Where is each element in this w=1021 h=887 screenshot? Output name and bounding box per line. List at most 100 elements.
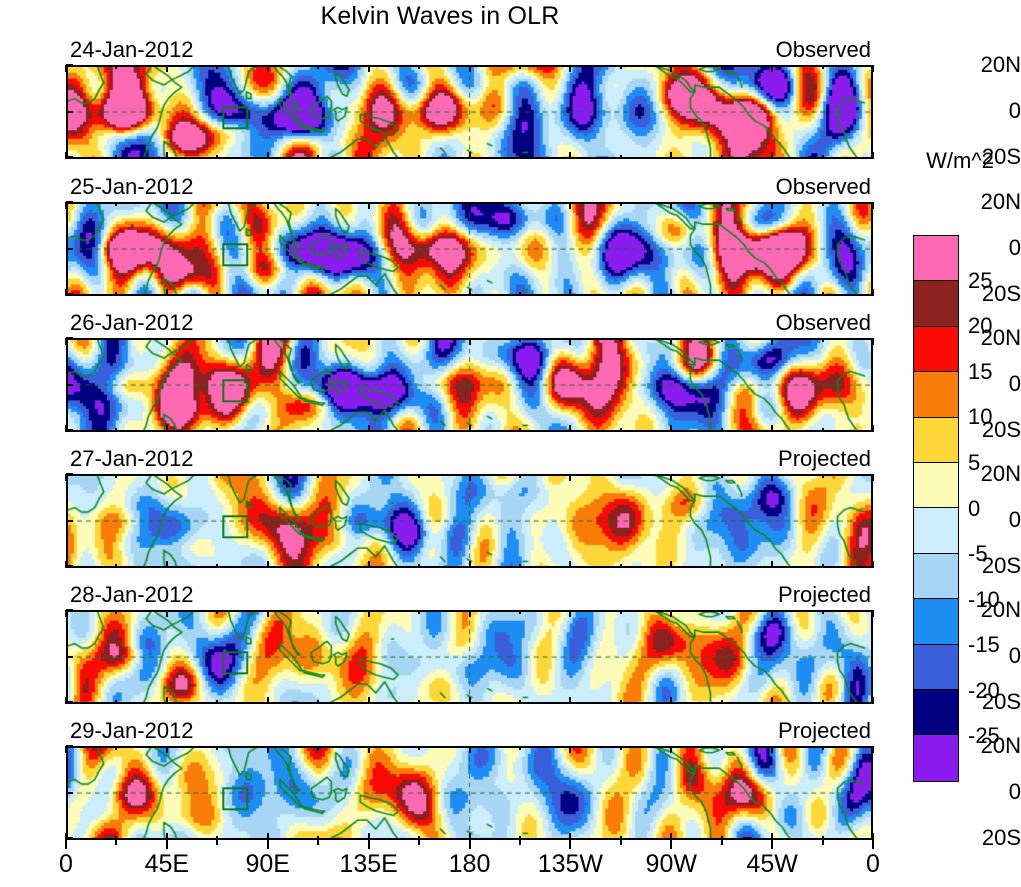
x-tick-mark bbox=[518, 564, 521, 568]
y-tick-mark bbox=[66, 111, 73, 113]
colorbar-unit-label: W/m^2 bbox=[926, 148, 994, 173]
x-tick-mark bbox=[670, 561, 673, 568]
y-tick-5-20N: 20N bbox=[980, 597, 1021, 622]
x-tick-mark bbox=[518, 428, 521, 432]
x-axis-tick bbox=[821, 840, 824, 845]
x-tick-label-8: 0 bbox=[866, 850, 880, 878]
colorbar-band-0 bbox=[914, 236, 958, 282]
x-tick-mark bbox=[216, 202, 219, 206]
x-tick-mark bbox=[720, 746, 723, 750]
x-tick-mark bbox=[569, 697, 572, 704]
x-tick-mark bbox=[165, 202, 168, 209]
colorbar-band-9 bbox=[914, 644, 958, 691]
x-tick-mark bbox=[266, 746, 269, 753]
x-tick-mark bbox=[821, 292, 824, 296]
y-tick-1-20S: 20S bbox=[981, 144, 1021, 169]
colorbar-band-6 bbox=[914, 508, 958, 554]
x-axis-tick bbox=[266, 840, 269, 849]
x-tick-mark bbox=[317, 610, 320, 614]
x-tick-mark bbox=[569, 152, 572, 159]
x-tick-mark bbox=[771, 65, 774, 72]
colorbar-tick-5: 5 bbox=[968, 449, 981, 475]
x-tick-mark bbox=[418, 338, 421, 342]
x-tick-mark bbox=[317, 474, 320, 478]
x-tick-mark bbox=[418, 746, 421, 750]
y-tick-mark bbox=[66, 64, 73, 66]
colorbar-tick-0: 0 bbox=[968, 495, 981, 521]
panel-date-3: 26-Jan-2012 bbox=[70, 310, 194, 335]
panel-date-5: 28-Jan-2012 bbox=[70, 582, 194, 607]
x-tick-mark bbox=[670, 65, 673, 72]
x-tick-mark bbox=[165, 425, 168, 432]
map-raster-3 bbox=[68, 340, 871, 430]
x-tick-mark bbox=[771, 474, 774, 481]
y-tick-mark bbox=[66, 384, 73, 386]
x-tick-mark bbox=[569, 289, 572, 296]
x-tick-mark bbox=[65, 474, 67, 481]
x-tick-mark bbox=[115, 292, 118, 296]
x-tick-mark bbox=[317, 564, 320, 568]
x-tick-mark bbox=[872, 202, 874, 209]
x-tick-mark bbox=[266, 561, 269, 568]
x-tick-mark bbox=[216, 836, 219, 840]
colorbar-tick-20: 20 bbox=[968, 313, 993, 339]
x-tick-mark bbox=[418, 610, 421, 614]
x-tick-mark bbox=[619, 155, 622, 159]
x-tick-mark bbox=[518, 700, 521, 704]
x-axis-tick bbox=[872, 840, 874, 849]
x-tick-mark bbox=[165, 289, 168, 296]
map-panel-2 bbox=[66, 202, 873, 296]
colorbar bbox=[913, 235, 959, 782]
x-tick-mark bbox=[65, 833, 67, 840]
map-panel-5 bbox=[66, 610, 873, 704]
x-tick-mark bbox=[518, 292, 521, 296]
x-tick-mark bbox=[720, 292, 723, 296]
x-axis-tick bbox=[216, 840, 219, 845]
y-tick-mark bbox=[66, 156, 73, 158]
x-tick-mark bbox=[872, 561, 874, 568]
x-tick-mark bbox=[720, 338, 723, 342]
x-tick-mark bbox=[165, 833, 168, 840]
colorbar-band-11 bbox=[914, 735, 958, 781]
y-tick-6-0: 0 bbox=[1008, 779, 1021, 804]
x-tick-mark bbox=[569, 746, 572, 753]
x-tick-mark bbox=[266, 833, 269, 840]
x-axis-tick bbox=[418, 840, 421, 845]
x-tick-mark bbox=[468, 425, 471, 432]
x-tick-label-1: 45E bbox=[144, 850, 190, 878]
x-tick-mark bbox=[165, 338, 168, 345]
colorbar-tick--5: -5 bbox=[968, 541, 988, 567]
colorbar-tick--20: -20 bbox=[968, 677, 1000, 703]
x-axis-tick bbox=[670, 840, 673, 849]
x-tick-mark bbox=[65, 697, 67, 704]
x-tick-mark bbox=[872, 746, 874, 753]
x-axis-tick bbox=[468, 840, 471, 849]
x-tick-mark bbox=[418, 292, 421, 296]
colorbar-tick-10: 10 bbox=[968, 404, 993, 430]
x-tick-mark bbox=[367, 561, 370, 568]
x-axis-tick bbox=[518, 840, 521, 845]
x-axis-tick bbox=[720, 840, 723, 845]
x-tick-mark bbox=[65, 152, 67, 159]
x-tick-mark bbox=[65, 746, 67, 753]
x-tick-mark bbox=[720, 428, 723, 432]
y-tick-4-20N: 20N bbox=[980, 461, 1021, 486]
x-tick-mark bbox=[266, 610, 269, 617]
y-tick-mark bbox=[66, 609, 73, 611]
x-tick-mark bbox=[367, 697, 370, 704]
x-tick-mark bbox=[115, 155, 118, 159]
x-tick-mark bbox=[266, 65, 269, 72]
x-tick-mark bbox=[367, 289, 370, 296]
x-tick-mark bbox=[872, 697, 874, 704]
colorbar-tick--25: -25 bbox=[968, 723, 1000, 749]
x-tick-mark bbox=[367, 338, 370, 345]
x-tick-mark bbox=[115, 700, 118, 704]
x-tick-mark bbox=[317, 292, 320, 296]
x-tick-mark bbox=[266, 202, 269, 209]
x-tick-mark bbox=[165, 152, 168, 159]
x-tick-mark bbox=[872, 425, 874, 432]
panel-date-6: 29-Jan-2012 bbox=[70, 718, 194, 743]
y-tick-mark bbox=[66, 745, 73, 747]
panel-status-2: Observed bbox=[775, 174, 871, 199]
